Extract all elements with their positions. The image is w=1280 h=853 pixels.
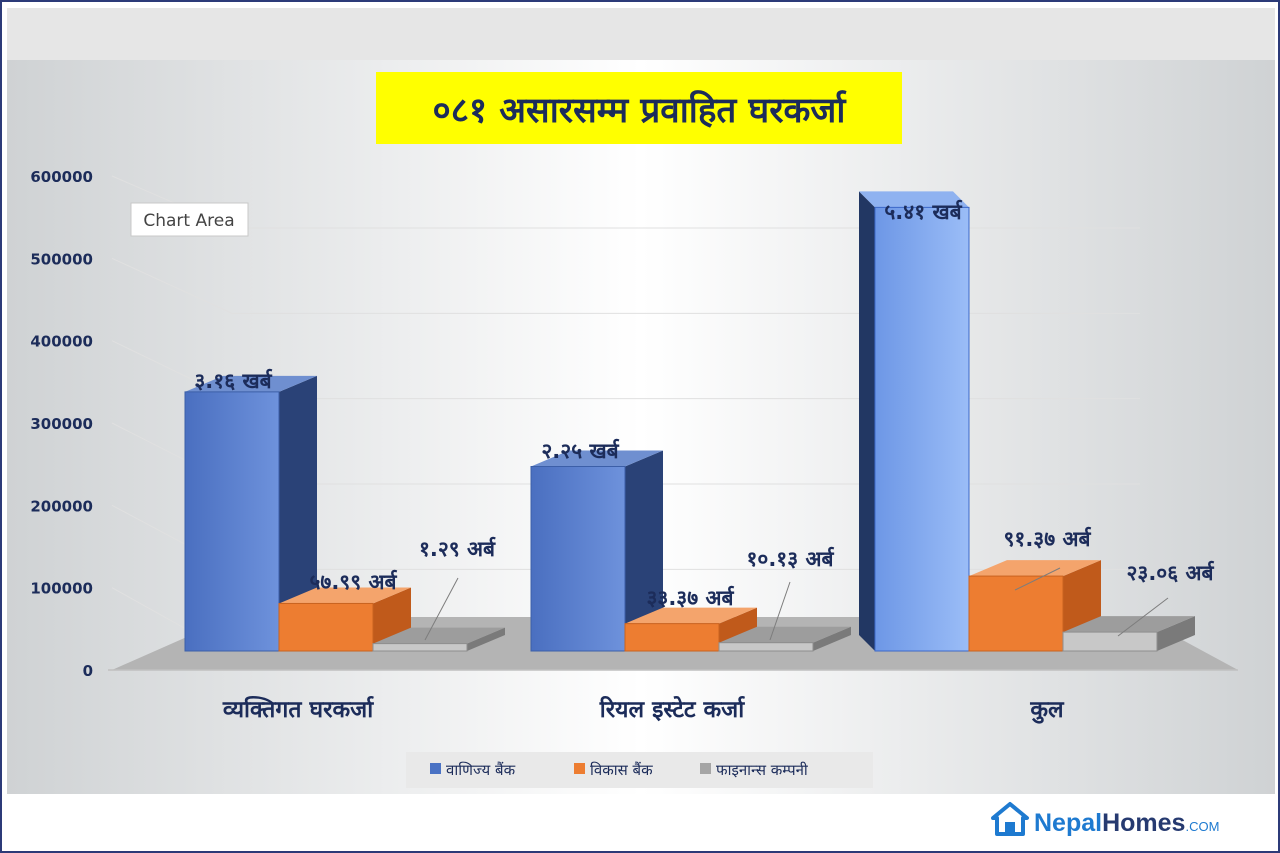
- y-tick-label: 0: [83, 662, 93, 680]
- y-axis: 0 100000 200000 300000 400000 500000 600000: [30, 168, 93, 680]
- bar-side: [813, 626, 851, 651]
- y-tick-label: 300000: [30, 415, 93, 433]
- leader-line: [1014, 567, 1061, 591]
- legend-item: विकास बैंक: [574, 761, 653, 779]
- legend-item: वाणिज्य बैंक: [430, 761, 516, 779]
- house-icon: [991, 802, 1029, 836]
- y-tick-label: 400000: [30, 333, 93, 351]
- bar-top: [969, 560, 1101, 577]
- chart-title: ०८१ असारसम्म प्रवाहित घरकर्जा: [433, 90, 848, 131]
- bar-2-2: [1062, 616, 1195, 652]
- category-label: व्यक्तिगत घरकर्जा: [222, 695, 374, 723]
- bar-top: [279, 587, 411, 604]
- bar-top: [719, 626, 851, 643]
- bars: [184, 191, 1195, 652]
- bar-top: [531, 450, 663, 467]
- legend-label: फाइनान्स कम्पनी: [716, 761, 809, 779]
- leader-lines: [424, 567, 1169, 641]
- data-label: १०.१३ अर्ब: [746, 546, 834, 571]
- legend-label: विकास बैंक: [590, 761, 653, 779]
- bar-top: [859, 191, 969, 208]
- bar-top: [1063, 616, 1195, 633]
- bar-front: [372, 643, 468, 652]
- bar-front: [278, 602, 374, 652]
- leader-line: [769, 581, 791, 641]
- tooltip-text: Chart Area: [143, 211, 234, 231]
- bar-front: [968, 575, 1064, 652]
- chart-area-tooltip: Chart Area: [130, 202, 249, 237]
- bar-side: [279, 375, 317, 651]
- data-label: १.२९ अर्ब: [419, 536, 496, 561]
- bar-1-0: [530, 450, 663, 652]
- data-labels: ३.१६ खर्ब ५७.९९ अर्ब १.२९ अर्ब २.२५ खर्ब ३३.…: [194, 199, 1214, 610]
- legend-label: वाणिज्य बैंक: [446, 761, 516, 779]
- data-label: ९१.३७ अर्ब: [1003, 526, 1091, 551]
- logo-brand-1: Nepal: [1034, 809, 1102, 837]
- bar-side: [467, 627, 505, 651]
- bar-front: [184, 391, 280, 652]
- data-label: ५.४१ खर्ब: [884, 199, 962, 224]
- title-box: [376, 72, 902, 144]
- bar-1-2: [718, 626, 851, 652]
- bar-0-0: [184, 375, 317, 652]
- legend-item: फाइनान्स कम्पनी: [700, 761, 809, 779]
- bar-front: [530, 466, 626, 652]
- bar-front: [874, 206, 970, 652]
- legend: वाणिज्य बैंक विकास बैंक फाइनान्स कम्पनी: [406, 752, 873, 788]
- gridline: [111, 257, 1140, 314]
- bar-side: [1157, 616, 1195, 651]
- y-tick-label: 200000: [30, 497, 93, 515]
- y-tick-label: 500000: [30, 250, 93, 268]
- bar-0-2: [372, 627, 505, 652]
- category-label: कुल: [1029, 697, 1065, 724]
- bar-front: [1062, 631, 1158, 652]
- bar-side: [625, 450, 663, 651]
- nepalhomes-logo: NepalHomes.COM: [991, 802, 1219, 837]
- bar-top: [185, 375, 317, 392]
- data-label: २३.०६ अर्ब: [1126, 560, 1214, 585]
- bar-2-0: [859, 191, 970, 652]
- bar-0-1: [278, 587, 411, 652]
- data-label: २.२५ खर्ब: [541, 438, 619, 463]
- leader-line: [424, 577, 459, 641]
- data-label: ५७.९९ अर्ब: [309, 569, 397, 594]
- leader-line: [1117, 597, 1169, 637]
- legend-swatch: [700, 763, 711, 774]
- legend-swatch: [430, 763, 441, 774]
- bar-front: [718, 642, 814, 652]
- bar-top: [625, 607, 757, 624]
- data-label: ३३.३७ अर्ब: [646, 585, 734, 610]
- legend-swatch: [574, 763, 585, 774]
- category-label: रियल इस्टेट कर्जा: [599, 695, 745, 723]
- svg-text:NepalHomes.COM: NepalHomes.COM: [1034, 809, 1219, 837]
- y-tick-label: 100000: [30, 580, 93, 598]
- x-axis: व्यक्तिगत घरकर्जा रियल इस्टेट कर्जा कुल: [222, 695, 1065, 724]
- data-label: ३.१६ खर्ब: [194, 368, 272, 393]
- top-band: [7, 8, 1275, 60]
- bar-front: [624, 623, 720, 652]
- logo-brand-2: Homes: [1102, 809, 1185, 837]
- bar-top: [373, 627, 505, 644]
- y-tick-label: 600000: [30, 168, 93, 186]
- logo-suffix: .COM: [1185, 819, 1219, 834]
- bar-side: [859, 191, 875, 651]
